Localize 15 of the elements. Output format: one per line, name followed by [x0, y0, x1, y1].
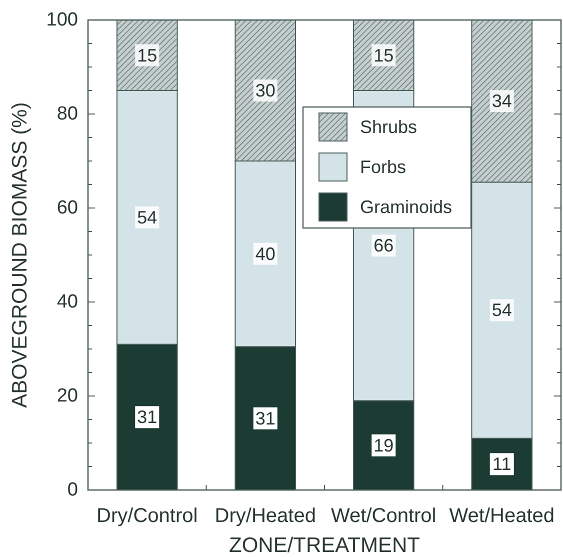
x-tick-label: Dry/Heated — [214, 505, 316, 527]
y-tick-label: 20 — [56, 386, 78, 406]
y-axis-title: ABOVEGROUND BIOMASS (%) — [8, 102, 32, 408]
x-axis-title: ZONE/TREATMENT — [229, 534, 420, 557]
y-tick-label: 100 — [46, 10, 78, 30]
x-tick-label: Dry/Control — [96, 505, 198, 527]
y-tick-label: 40 — [56, 292, 78, 312]
y-tick-label: 80 — [56, 104, 78, 124]
legend-label: Graminoids — [360, 197, 452, 217]
x-tick-label: Wet/Heated — [449, 505, 554, 527]
legend-label: Shrubs — [360, 117, 418, 137]
x-tick-label: Wet/Control — [331, 505, 436, 527]
y-tick-label: 0 — [67, 480, 78, 500]
y-tick-label: 60 — [56, 198, 78, 218]
legend-label: Forbs — [360, 157, 406, 177]
